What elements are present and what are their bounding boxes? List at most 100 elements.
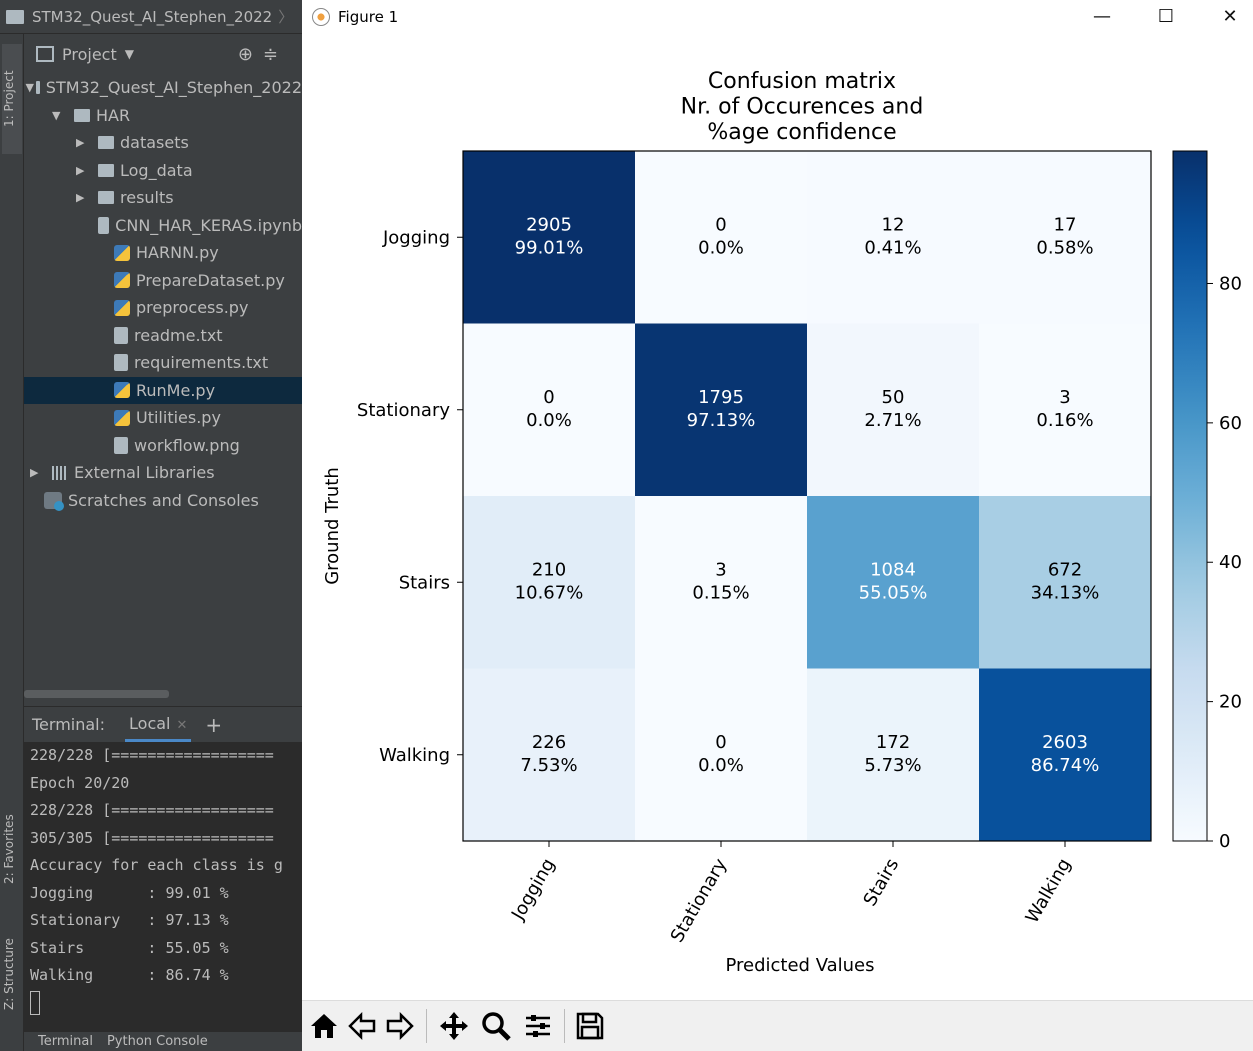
tool-tab-project[interactable]: 1: Project xyxy=(2,44,22,154)
folder-icon xyxy=(74,108,90,122)
terminal-line: Epoch 20/20 xyxy=(30,773,130,792)
home-icon[interactable] xyxy=(308,1010,340,1042)
back-icon[interactable] xyxy=(346,1010,378,1042)
cell-count-label: 210 xyxy=(532,559,566,580)
folder-icon xyxy=(98,191,114,204)
tree-item[interactable]: Utilities.py xyxy=(24,404,302,431)
terminal-tab-local[interactable]: Local ✕ xyxy=(125,708,192,742)
pan-icon[interactable] xyxy=(438,1010,470,1042)
close-button[interactable]: ✕ xyxy=(1222,6,1238,27)
tree-item[interactable]: PrepareDataset.py xyxy=(24,267,302,294)
chevron-right-icon[interactable]: ▶ xyxy=(30,466,39,479)
matplotlib-icon xyxy=(312,8,330,26)
toolbar-divider xyxy=(426,1009,427,1043)
tree-item[interactable]: ▶ External Libraries xyxy=(24,459,302,486)
tree-item[interactable]: ▶ results xyxy=(24,184,302,211)
heatmap-cell xyxy=(635,496,808,669)
chevron-down-icon[interactable]: ▼ xyxy=(52,108,61,122)
heatmap-cell xyxy=(807,151,980,324)
tree-item-label: results xyxy=(120,188,174,207)
heatmap-cell xyxy=(463,151,636,324)
folder-icon xyxy=(98,136,114,149)
tree-item[interactable]: RunMe.py xyxy=(24,376,302,404)
panel-tools: ⊕≑ xyxy=(238,44,288,65)
save-icon[interactable] xyxy=(574,1010,606,1042)
terminal-prompt[interactable] xyxy=(30,990,302,1018)
cell-count-label: 2905 xyxy=(526,214,572,235)
heatmap-cell xyxy=(979,323,1152,497)
left-tool-strip: 1: Project 2: Favorites Z: Structure xyxy=(0,34,24,1051)
cell-count-label: 17 xyxy=(1054,214,1077,235)
terminal-label: Terminal: xyxy=(32,715,106,734)
new-terminal-button[interactable]: + xyxy=(205,712,223,737)
chevron-right-icon[interactable]: ▶ xyxy=(76,163,85,177)
heatmap-cell xyxy=(807,668,980,842)
project-view-selector[interactable]: Project xyxy=(62,44,117,64)
y-axis-label: Ground Truth xyxy=(322,467,343,585)
project-title[interactable]: STM32_Quest_AI_Stephen_2022 xyxy=(32,7,273,26)
bottom-tab[interactable]: Python Console xyxy=(106,1034,208,1049)
tree-item[interactable]: preprocess.py xyxy=(24,294,302,321)
cell-percent-label: 10.67% xyxy=(515,582,584,603)
collapse-all-icon[interactable]: ≑ xyxy=(262,43,288,65)
terminal-output[interactable]: 228/228 [================== Epoch 20/20 22… xyxy=(24,742,302,1032)
tree-horizontal-scrollbar[interactable] xyxy=(24,690,169,698)
tree-item-label: STM32_Quest_AI_Stephen_2022 xyxy=(45,78,302,97)
x-tick-label: Stairs xyxy=(859,855,903,910)
chevron-down-icon[interactable]: ▼ xyxy=(25,81,34,94)
locate-icon[interactable]: ⊕ xyxy=(237,43,263,65)
file-icon xyxy=(114,326,128,344)
cell-count-label: 1084 xyxy=(870,559,916,580)
zoom-icon[interactable] xyxy=(480,1010,512,1042)
tree-item-label: preprocess.py xyxy=(136,298,249,317)
bottom-tab[interactable]: Terminal xyxy=(38,1034,93,1049)
tree-item[interactable]: requirements.txt xyxy=(24,349,302,376)
chevron-right-icon[interactable]: ▶ xyxy=(76,191,85,204)
tree-item[interactable]: readme.txt xyxy=(24,322,302,349)
tree-item[interactable]: ▼ HAR xyxy=(24,102,302,129)
terminal-line: 305/305 [================== xyxy=(30,828,274,847)
tree-item[interactable]: ▶ datasets xyxy=(24,129,302,156)
tree-item[interactable]: Scratches and Consoles xyxy=(24,487,302,514)
minimize-button[interactable]: — xyxy=(1093,6,1111,27)
terminal-line: Jogging : 99.01 % xyxy=(30,883,229,902)
tree-item-label: HAR xyxy=(96,105,131,125)
python-file-icon xyxy=(114,382,130,398)
tool-tab-structure[interactable]: Z: Structure xyxy=(2,938,16,1010)
terminal-line: 228/228 [================== xyxy=(30,801,274,819)
heatmap-cell xyxy=(635,323,808,497)
tree-item[interactable]: ▼ STM32_Quest_AI_Stephen_2022 xyxy=(24,74,302,101)
cell-percent-label: 97.13% xyxy=(687,410,756,431)
chevron-down-icon[interactable]: ▼ xyxy=(124,47,134,61)
tree-item-label: RunMe.py xyxy=(136,380,216,400)
colorbar-tick-label: 80 xyxy=(1219,273,1242,294)
maximize-button[interactable]: ☐ xyxy=(1157,6,1175,27)
cell-percent-label: 34.13% xyxy=(1031,582,1100,603)
cell-count-label: 50 xyxy=(882,387,905,408)
cell-count-label: 3 xyxy=(715,559,726,580)
forward-icon[interactable] xyxy=(384,1010,416,1042)
tree-item[interactable]: ▶ Log_data xyxy=(24,157,302,184)
tree-item[interactable]: HARNN.py xyxy=(24,239,302,266)
configure-icon[interactable] xyxy=(522,1010,554,1042)
cell-percent-label: 55.05% xyxy=(859,582,928,603)
cell-percent-label: 0.0% xyxy=(698,755,744,776)
cell-percent-label: 2.71% xyxy=(864,410,921,431)
cell-count-label: 12 xyxy=(882,214,905,235)
close-icon[interactable]: ✕ xyxy=(176,717,188,733)
tree-item[interactable]: workflow.png xyxy=(24,432,302,459)
chevron-right-icon[interactable]: ▶ xyxy=(76,136,85,149)
figure-toolbar xyxy=(302,1000,1253,1051)
chart-title-line: Nr. of Occurences and xyxy=(681,95,924,120)
tree-item-label: datasets xyxy=(120,133,189,152)
tree-item[interactable]: CNN_HAR_KERAS.ipynb xyxy=(24,212,302,239)
tool-tab-favorites[interactable]: 2: Favorites xyxy=(2,814,16,884)
cell-count-label: 0 xyxy=(543,387,554,408)
breadcrumb-separator: 〉 xyxy=(278,8,294,26)
tree-item-label: Utilities.py xyxy=(136,408,221,427)
terminal-line: Stairs : 55.05 % xyxy=(30,938,229,957)
cell-count-label: 1795 xyxy=(698,387,744,408)
heatmap-cell xyxy=(979,151,1152,324)
folder-icon xyxy=(6,9,24,24)
